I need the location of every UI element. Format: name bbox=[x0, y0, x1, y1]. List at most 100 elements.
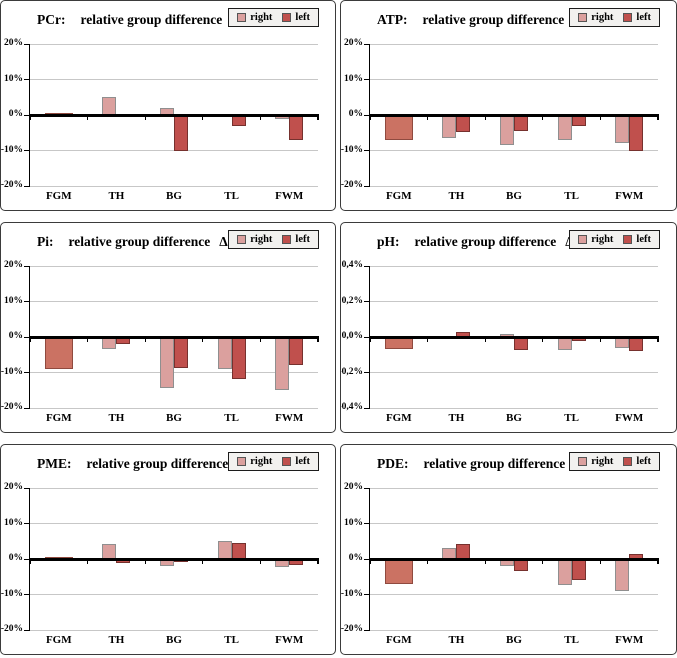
bar-merged bbox=[384, 115, 413, 140]
category-tick bbox=[484, 336, 486, 342]
category-tick bbox=[29, 336, 31, 342]
category-label: TL bbox=[564, 634, 579, 646]
chart-title-metabolite: Pi: bbox=[37, 234, 54, 249]
bar-left bbox=[629, 115, 644, 151]
category-label: FWM bbox=[615, 190, 644, 202]
gridline bbox=[370, 372, 658, 373]
y-axis-tick bbox=[364, 43, 370, 45]
y-tick-label: -10% bbox=[0, 588, 23, 599]
gridline bbox=[370, 79, 658, 80]
plot-area: 20% 10% 0% -10% -20% FGM TH BG TL FWM bbox=[341, 38, 659, 202]
y-tick-label: -10% bbox=[0, 144, 23, 155]
bar-left bbox=[289, 337, 304, 366]
y-axis-tick bbox=[24, 523, 30, 525]
y-tick-label: 0,0% bbox=[341, 331, 363, 341]
category-label: TL bbox=[224, 190, 239, 202]
category-tick bbox=[542, 558, 544, 564]
category-tick bbox=[317, 114, 319, 120]
bar-right bbox=[217, 540, 232, 559]
plot-area: 20% 10% 0% -10% -20% FGM TH BG TL FWM bbox=[1, 260, 319, 424]
legend-item-left: left bbox=[282, 456, 310, 467]
y-tick-label: 20% bbox=[4, 38, 23, 48]
category-tick bbox=[369, 114, 371, 120]
y-axis-tick bbox=[364, 523, 370, 525]
category-tick bbox=[369, 558, 371, 564]
gridline bbox=[30, 265, 318, 267]
x-axis-line bbox=[30, 335, 318, 339]
category-label: TL bbox=[224, 412, 239, 424]
gridline bbox=[370, 301, 658, 302]
gridline bbox=[30, 185, 318, 187]
y-tick-label: -0,4% bbox=[340, 402, 363, 412]
legend-item-right: right bbox=[237, 12, 272, 23]
y-axis-tick bbox=[364, 79, 370, 81]
chart-title: PCr:relative group differenceΔCN bbox=[37, 12, 259, 28]
chart-title-metabolite: PDE: bbox=[377, 456, 409, 471]
category-tick bbox=[29, 114, 31, 120]
y-tick-label: 10% bbox=[4, 517, 23, 528]
legend-right-label: right bbox=[591, 234, 614, 245]
category-label: FWM bbox=[275, 634, 304, 646]
chart-title: pH:relative group differenceΔCN bbox=[377, 234, 593, 250]
category-label: FGM bbox=[45, 634, 72, 646]
y-axis-tick bbox=[364, 336, 370, 338]
category-tick bbox=[427, 336, 429, 342]
legend-left-swatch-icon bbox=[623, 457, 633, 466]
y-tick-label: 10% bbox=[4, 295, 23, 306]
category-tick bbox=[542, 336, 544, 342]
y-axis-tick bbox=[24, 265, 30, 267]
y-axis-tick bbox=[24, 407, 30, 409]
category-tick bbox=[484, 558, 486, 564]
y-tick-label: 20% bbox=[344, 482, 363, 492]
category-tick bbox=[657, 336, 659, 342]
category-label: TL bbox=[224, 634, 239, 646]
gridline bbox=[370, 407, 658, 409]
legend-left-label: left bbox=[295, 12, 310, 23]
y-tick-label: -20% bbox=[340, 624, 363, 634]
y-tick-label: -20% bbox=[0, 402, 23, 412]
category-tick bbox=[202, 336, 204, 342]
bar-right bbox=[102, 96, 117, 115]
gridline bbox=[370, 150, 658, 151]
y-axis-tick bbox=[364, 594, 370, 596]
gridline bbox=[30, 407, 318, 409]
category-label: TL bbox=[564, 412, 579, 424]
y-axis-tick bbox=[24, 301, 30, 303]
bar-left bbox=[629, 337, 644, 352]
chart-panel-atp: ATP:relative group differenceΔCN right l… bbox=[340, 0, 677, 211]
gridline bbox=[30, 629, 318, 631]
category-label: TH bbox=[108, 412, 125, 424]
category-tick bbox=[259, 114, 261, 120]
y-tick-label: 0% bbox=[348, 553, 363, 563]
chart-panel-pde: PDE:relative group differenceΔCN right l… bbox=[340, 444, 677, 655]
legend: right left bbox=[228, 8, 319, 27]
category-label: FGM bbox=[45, 412, 72, 424]
legend-item-left: left bbox=[623, 234, 651, 245]
category-label: BG bbox=[166, 634, 182, 646]
category-tick bbox=[202, 114, 204, 120]
bar-merged bbox=[384, 559, 413, 584]
category-label: FGM bbox=[45, 190, 72, 202]
y-axis-tick bbox=[24, 150, 30, 152]
x-axis-line bbox=[370, 335, 658, 339]
bar-left bbox=[231, 337, 246, 379]
plot-area: 0,4% 0,2% 0,0% -0,2% -0,4% FGM TH BG TL FWM bbox=[341, 260, 659, 424]
category-label: BG bbox=[166, 190, 182, 202]
y-axis-tick bbox=[24, 336, 30, 338]
bar-left bbox=[289, 115, 304, 140]
y-tick-label: -20% bbox=[0, 624, 23, 634]
y-axis-tick bbox=[24, 487, 30, 489]
y-tick-label: 0% bbox=[8, 553, 23, 563]
category-tick bbox=[259, 336, 261, 342]
gridline bbox=[370, 523, 658, 524]
gridline bbox=[30, 301, 318, 302]
y-tick-label: -0,2% bbox=[340, 366, 363, 377]
y-tick-label: 10% bbox=[344, 73, 363, 84]
gridline bbox=[370, 594, 658, 595]
category-tick bbox=[427, 558, 429, 564]
chart-panel-pi: Pi:relative group differenceΔCN right le… bbox=[0, 222, 336, 433]
category-tick bbox=[599, 336, 601, 342]
category-tick bbox=[599, 114, 601, 120]
legend-left-label: left bbox=[636, 456, 651, 467]
